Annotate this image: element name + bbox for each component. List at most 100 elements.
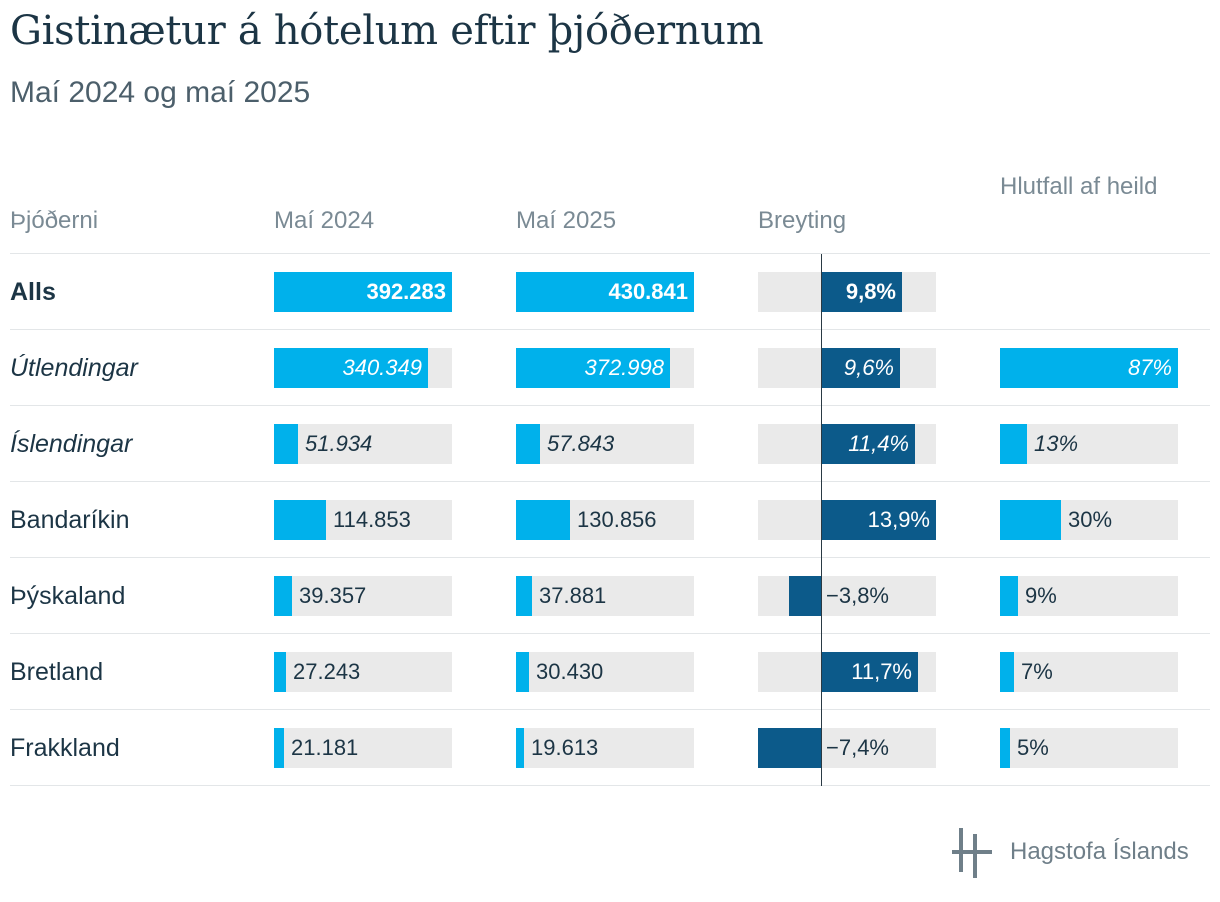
may2024-value: 392.283 xyxy=(366,279,446,304)
may2024-bar xyxy=(274,728,284,768)
may2024-cell: 114.853 xyxy=(274,500,452,540)
may2025-value: 30.430 xyxy=(536,659,604,684)
row-label: Alls xyxy=(10,278,56,306)
table-row: Frakkland 21.181 19.613 −7,4% 5% xyxy=(0,710,1220,786)
may2024-cell: 27.243 xyxy=(274,652,452,692)
may2025-cell: 19.613 xyxy=(516,728,694,768)
row-label: Bandaríkin xyxy=(10,506,130,534)
share-cell: 30% xyxy=(1000,500,1178,540)
column-header-may2025: Maí 2025 xyxy=(516,207,617,234)
may2024-value: 21.181 xyxy=(291,735,359,760)
share-cell: 13% xyxy=(1000,424,1178,464)
change-bar xyxy=(821,500,936,540)
share-value: 7% xyxy=(1021,659,1053,684)
column-header-may2024: Maí 2024 xyxy=(274,207,375,234)
may2025-cell: 30.430 xyxy=(516,652,694,692)
change-value: −7,4% xyxy=(826,735,889,760)
share-value: 5% xyxy=(1017,735,1049,760)
may2025-value: 372.998 xyxy=(584,355,664,380)
may2024-bar xyxy=(274,500,326,540)
chart-subtitle: Maí 2024 og maí 2025 xyxy=(10,76,311,109)
change-bar xyxy=(821,348,900,388)
may2025-cell: 430.841 xyxy=(516,272,694,312)
share-bar xyxy=(1000,348,1178,388)
table-row: Bandaríkin 114.853 130.856 13,9% 30% xyxy=(0,482,1220,558)
table-row: Alls 392.283 430.841 9,8% xyxy=(0,254,1220,330)
table-row: Íslendingar 51.934 57.843 11,4% 13% xyxy=(0,406,1220,482)
row-label: Útlendingar xyxy=(10,354,138,382)
share-value: 9% xyxy=(1025,583,1057,608)
row-divider xyxy=(10,481,1210,482)
share-bar xyxy=(1000,728,1010,768)
may2024-cell: 39.357 xyxy=(274,576,452,616)
may2024-cell: 21.181 xyxy=(274,728,452,768)
change-bar xyxy=(789,576,821,616)
may2025-bar xyxy=(516,500,570,540)
row-label: Íslendingar xyxy=(10,430,133,458)
may2024-cell: 392.283 xyxy=(274,272,452,312)
change-value: 11,7% xyxy=(851,659,912,684)
share-value: 30% xyxy=(1068,507,1113,532)
row-divider xyxy=(10,633,1210,634)
may2025-value: 37.881 xyxy=(539,583,607,608)
change-bar xyxy=(821,424,915,464)
may2025-bar xyxy=(516,652,529,692)
share-bar xyxy=(1000,652,1014,692)
change-bar xyxy=(821,272,902,312)
share-cell: 5% xyxy=(1000,728,1178,768)
column-header-share: Hlutfall af heild xyxy=(1000,173,1158,200)
change-zero-line xyxy=(821,254,822,786)
may2025-cell: 57.843 xyxy=(516,424,694,464)
share-bar xyxy=(1000,500,1061,540)
table-row: Útlendingar 340.349 372.998 9,6% 87% xyxy=(0,330,1220,406)
share-cell: 87% xyxy=(1000,348,1178,388)
share-cell: 7% xyxy=(1000,652,1178,692)
may2024-value: 51.934 xyxy=(305,431,373,456)
table-row: Bretland 27.243 30.430 11,7% 7% xyxy=(0,634,1220,710)
hagstofa-logo-text: Hagstofa Íslands xyxy=(1010,838,1189,865)
change-bar xyxy=(758,728,821,768)
share-value: 13% xyxy=(1034,431,1079,456)
may2025-bar xyxy=(516,576,532,616)
table-row: Þýskaland 39.357 37.881 −3,8% 9% xyxy=(0,558,1220,634)
may2025-bar xyxy=(516,728,524,768)
may2024-value: 340.349 xyxy=(342,355,422,380)
may2025-cell: 37.881 xyxy=(516,576,694,616)
row-divider xyxy=(10,785,1210,786)
hagstofa-logo-icon xyxy=(950,826,994,883)
change-bar xyxy=(821,652,918,692)
may2025-value: 430.841 xyxy=(608,279,688,304)
may2024-bar xyxy=(274,424,298,464)
row-label: Bretland xyxy=(10,658,104,686)
may2025-cell: 372.998 xyxy=(516,348,694,388)
may2025-value: 130.856 xyxy=(577,507,657,532)
change-value: 9,8% xyxy=(845,279,896,304)
header-divider xyxy=(10,253,1210,254)
may2024-bar xyxy=(274,348,428,388)
may2024-value: 27.243 xyxy=(293,659,361,684)
may2024-value: 39.357 xyxy=(299,583,367,608)
column-header-change: Breyting xyxy=(758,207,847,234)
column-header-label: Þjóðerni xyxy=(10,207,99,234)
may2025-value: 57.843 xyxy=(547,431,615,456)
change-value: −3,8% xyxy=(826,583,889,608)
may2024-bar xyxy=(274,576,292,616)
may2024-cell: 51.934 xyxy=(274,424,452,464)
share-bar xyxy=(1000,424,1027,464)
share-value: 87% xyxy=(1127,355,1172,380)
may2024-value: 114.853 xyxy=(333,507,411,532)
share-bar xyxy=(1000,576,1018,616)
may2024-bar xyxy=(274,272,452,312)
change-value: 11,4% xyxy=(848,431,909,456)
row-label: Frakkland xyxy=(10,734,120,762)
change-cell xyxy=(758,576,936,616)
may2025-bar xyxy=(516,424,540,464)
row-divider xyxy=(10,405,1210,406)
row-label: Þýskaland xyxy=(10,582,126,610)
may2024-cell: 340.349 xyxy=(274,348,452,388)
row-divider xyxy=(10,557,1210,558)
share-cell: 9% xyxy=(1000,576,1178,616)
may2025-bar xyxy=(516,348,670,388)
chart-title: Gistinætur á hótelum eftir þjóðernum xyxy=(10,8,764,54)
may2025-cell: 130.856 xyxy=(516,500,694,540)
